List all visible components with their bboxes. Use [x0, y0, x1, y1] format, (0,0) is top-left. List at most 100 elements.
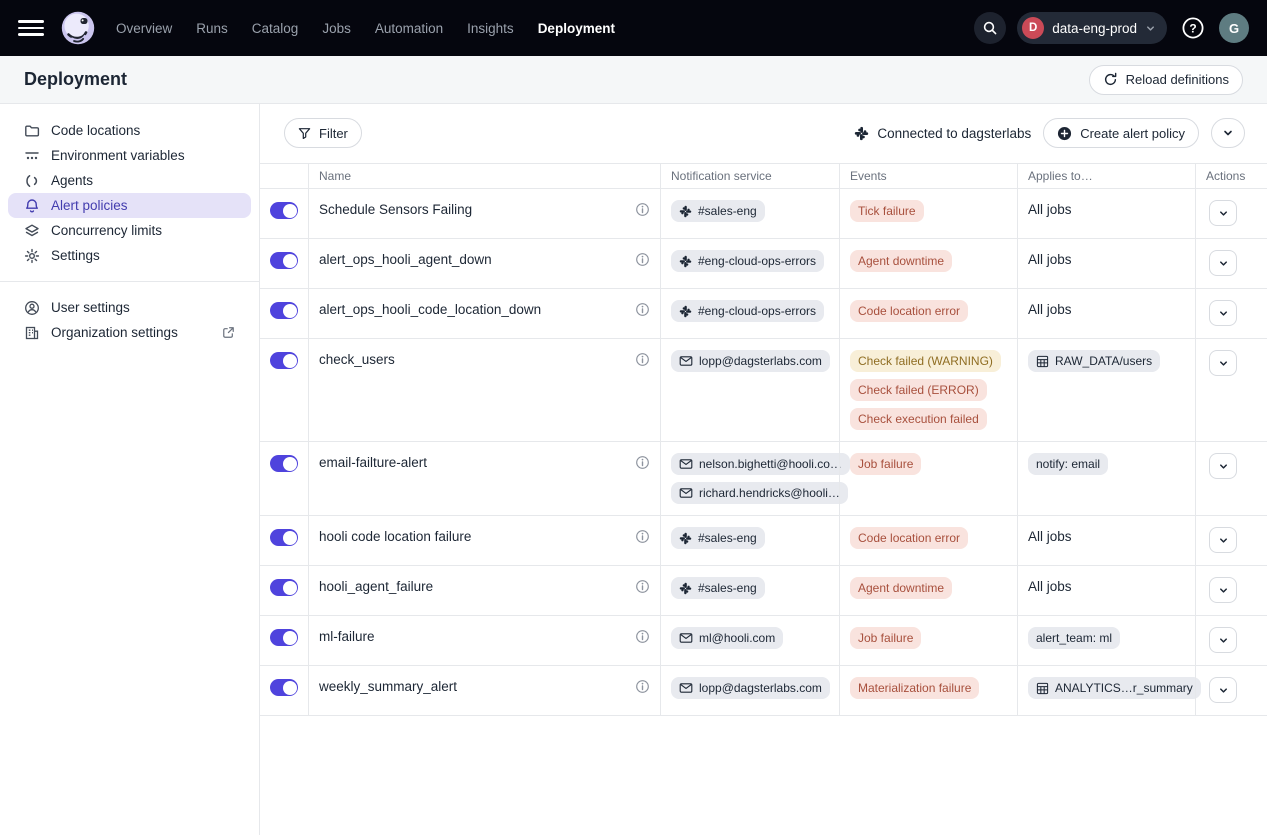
event-tag: Agent downtime: [850, 577, 953, 599]
slack-icon: [679, 255, 692, 268]
row-actions-button[interactable]: [1209, 250, 1237, 276]
sidebar-item-environment-variables[interactable]: Environment variables: [8, 143, 251, 168]
policy-name: check_users: [319, 352, 395, 367]
info-icon[interactable]: [635, 629, 650, 644]
notification-cell: lopp@dagsterlabs.com: [660, 339, 839, 441]
info-icon[interactable]: [635, 202, 650, 217]
nav-item-jobs[interactable]: Jobs: [322, 20, 351, 36]
notification-cell: nelson.bighetti@hooli.co… richard.hendric…: [660, 442, 850, 515]
email-icon: [679, 354, 693, 368]
sidebar-item-settings[interactable]: Settings: [8, 243, 251, 268]
primary-nav: Overview Runs Catalog Jobs Automation Insight…: [116, 21, 615, 36]
nav-item-catalog[interactable]: Catalog: [251, 20, 299, 36]
sidebar-item-label: Code locations: [51, 123, 141, 138]
deployment-switcher[interactable]: D data-eng-prod: [1017, 12, 1167, 44]
row-actions-button[interactable]: [1209, 200, 1237, 226]
nav-item-insights[interactable]: Insights: [467, 20, 514, 36]
table-row: email-failture-alert nelson.bighetti@hool…: [260, 442, 1267, 516]
info-icon[interactable]: [635, 679, 650, 694]
table-row: weekly_summary_alert lopp@dagsterlabs.com…: [260, 666, 1267, 716]
info-icon[interactable]: [635, 455, 650, 470]
col-applies-to: Applies to…: [1017, 164, 1195, 188]
page-header: Deployment Reload definitions: [0, 56, 1267, 104]
enable-toggle[interactable]: [270, 202, 298, 219]
policy-name: alert_ops_hooli_code_location_down: [319, 302, 542, 317]
enable-toggle[interactable]: [270, 302, 298, 319]
filter-button[interactable]: Filter: [284, 118, 362, 148]
nav-item-runs[interactable]: Runs: [196, 20, 228, 36]
svg-text:?: ?: [1189, 22, 1196, 36]
search-button[interactable]: [974, 12, 1007, 44]
nav-right-cluster: D data-eng-prod ? G: [974, 12, 1249, 44]
enable-toggle[interactable]: [270, 529, 298, 546]
create-policy-more-button[interactable]: [1211, 118, 1245, 148]
events-cell: Job failure: [839, 616, 1017, 665]
notification-tag: #sales-eng: [671, 527, 765, 549]
actions-cell: [1195, 566, 1267, 615]
notification-tag: #eng-cloud-ops-errors: [671, 300, 825, 322]
enable-toggle[interactable]: [270, 679, 298, 696]
row-actions-button[interactable]: [1209, 677, 1237, 703]
enable-toggle[interactable]: [270, 252, 298, 269]
nav-item-automation[interactable]: Automation: [374, 20, 444, 36]
col-events: Events: [839, 164, 1017, 188]
sidebar-item-user-settings[interactable]: User settings: [8, 295, 251, 320]
toggle-cell: [260, 442, 308, 515]
applies-to-cell: RAW_DATA/users: [1017, 339, 1195, 441]
enable-toggle[interactable]: [270, 579, 298, 596]
row-actions-button[interactable]: [1209, 527, 1237, 553]
info-icon[interactable]: [635, 252, 650, 267]
chevron-down-icon: [1218, 585, 1229, 596]
row-actions-button[interactable]: [1209, 350, 1237, 376]
actions-cell: [1195, 189, 1267, 238]
info-icon[interactable]: [635, 579, 650, 594]
enable-toggle[interactable]: [270, 352, 298, 369]
applies-to-cell: All jobs: [1017, 289, 1195, 338]
notification-tag: nelson.bighetti@hooli.co…: [671, 453, 850, 475]
nav-item-deployment[interactable]: Deployment: [537, 20, 615, 36]
sidebar-item-label: Environment variables: [51, 148, 185, 163]
row-actions-button[interactable]: [1209, 577, 1237, 603]
notification-cell: #sales-eng: [660, 516, 839, 565]
connection-status-label: Connected to dagsterlabs: [877, 125, 1032, 141]
notification-tag: lopp@dagsterlabs.com: [671, 350, 830, 372]
agents-icon: [24, 173, 40, 189]
enable-toggle[interactable]: [270, 455, 298, 472]
user-avatar[interactable]: G: [1219, 13, 1249, 43]
actions-cell: [1195, 666, 1267, 715]
sidebar-item-organization-settings[interactable]: Organization settings: [8, 320, 251, 345]
name-cell: check_users: [308, 339, 660, 441]
sidebar-item-alert-policies[interactable]: Alert policies: [8, 193, 251, 218]
events-cell: Code location error: [839, 289, 1017, 338]
events-cell: Materialization failure: [839, 666, 1017, 715]
applies-to-cell: All jobs: [1017, 189, 1195, 238]
create-alert-policy-button[interactable]: Create alert policy: [1043, 118, 1199, 148]
enable-toggle[interactable]: [270, 629, 298, 646]
name-cell: Schedule Sensors Failing: [308, 189, 660, 238]
row-actions-button[interactable]: [1209, 300, 1237, 326]
sidebar-item-label: Settings: [51, 248, 100, 263]
question-icon: ?: [1181, 16, 1205, 40]
reload-icon: [1103, 72, 1118, 87]
reload-definitions-button[interactable]: Reload definitions: [1088, 64, 1243, 95]
reload-definitions-label: Reload definitions: [1125, 72, 1229, 87]
help-button[interactable]: ?: [1178, 13, 1208, 43]
nav-item-overview[interactable]: Overview: [116, 20, 173, 36]
info-icon[interactable]: [635, 352, 650, 367]
slack-icon: [679, 305, 692, 318]
events-cell: Tick failure: [839, 189, 1017, 238]
sidebar-item-agents[interactable]: Agents: [8, 168, 251, 193]
sidebar-item-label: Agents: [51, 173, 94, 188]
info-icon[interactable]: [635, 529, 650, 544]
sidebar-item-concurrency-limits[interactable]: Concurrency limits: [8, 218, 251, 243]
actions-cell: [1195, 616, 1267, 665]
folder-icon: [24, 123, 40, 139]
info-icon[interactable]: [635, 302, 650, 317]
row-actions-button[interactable]: [1209, 627, 1237, 653]
menu-icon[interactable]: [18, 18, 44, 37]
asset-table-icon: [1036, 355, 1049, 368]
env-vars-icon: [24, 148, 40, 164]
sidebar-item-code-locations[interactable]: Code locations: [8, 118, 251, 143]
applies-to-cell: All jobs: [1017, 239, 1195, 288]
row-actions-button[interactable]: [1209, 453, 1237, 479]
